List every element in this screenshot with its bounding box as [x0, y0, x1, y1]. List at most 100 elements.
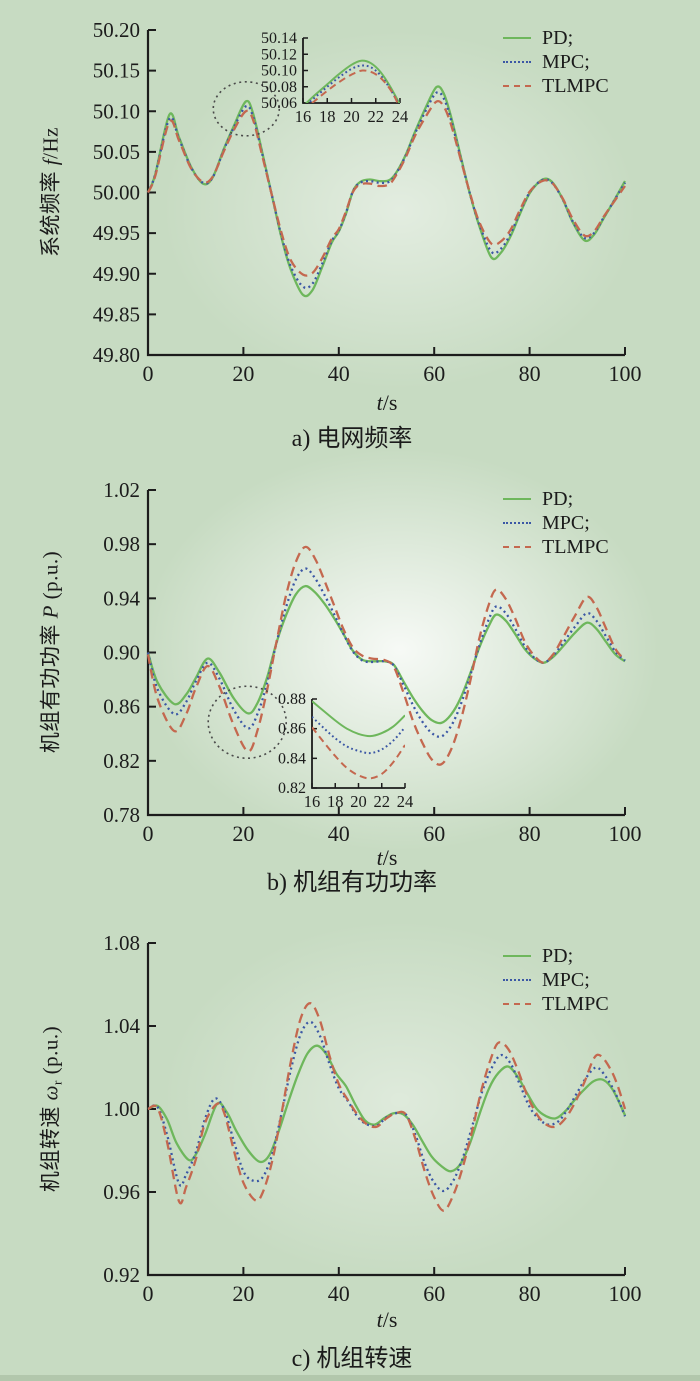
y-tick-label: 50.06 — [261, 95, 297, 112]
x-tick-label: 20 — [232, 821, 254, 846]
x-tick-label: 0 — [143, 361, 154, 386]
x-axis-label-time: t/s — [377, 1307, 398, 1333]
y-tick-label: 0.88 — [278, 691, 306, 708]
y-tick-label: 0.98 — [103, 532, 140, 556]
x-tick-label: 22 — [374, 792, 391, 811]
series-tlmpc — [147, 1002, 627, 1212]
legend-a: PD; MPC; TLMPC — [503, 26, 609, 98]
y-tick-label: 49.90 — [93, 262, 140, 286]
x-tick-label: 100 — [609, 821, 642, 846]
y-tick-label: 50.14 — [261, 30, 297, 47]
legend-item-tlmpc: TLMPC — [503, 535, 609, 559]
y-label-suffix: (p.u.) — [38, 1025, 63, 1081]
legend-label-pd: PD; — [542, 944, 574, 967]
x-tick-label: 18 — [327, 792, 344, 811]
panel-rotor-speed: 1.08 1.04 1.00 0.96 0.92 0 20 40 60 80 100 机组转速 ωr… — [0, 920, 700, 1381]
inset-series-group — [312, 700, 405, 780]
x-tick-label: 100 — [609, 361, 642, 386]
series-pd — [147, 1044, 627, 1173]
y-axis-label-speed: 机组转速 ωr (p.u.) — [35, 1026, 66, 1192]
x-tick-label: 18 — [319, 107, 336, 126]
y-tick-label: 50.10 — [93, 99, 140, 123]
y-tick-label: 50.10 — [261, 63, 297, 80]
y-label-suffix: (p.u.) — [38, 550, 63, 606]
y-tick-label: 1.02 — [103, 478, 140, 502]
inset-series-tlmpc — [310, 69, 399, 103]
x-label-symbol: t — [376, 390, 383, 415]
y-tick-label: 0.78 — [103, 803, 140, 827]
caption-c: c) 机组转速 — [291, 1346, 413, 1372]
y-tick-label: 0.82 — [278, 780, 306, 797]
legend-item-mpc: MPC; — [503, 968, 609, 992]
y-label-symbol: P — [38, 605, 63, 619]
panel-active-power: 1.02 0.98 0.94 0.90 0.86 0.82 0.78 0 20 40 60 80 100… — [0, 460, 700, 920]
legend-label-tlmpc: TLMPC — [542, 535, 609, 558]
legend-label-pd: PD; — [542, 487, 574, 510]
x-tick-label: 16 — [295, 107, 312, 126]
series-pd — [146, 584, 626, 725]
series-group — [146, 85, 626, 298]
chart-c-canvas: 1.08 1.04 1.00 0.96 0.920 20 40 60 80 100 — [103, 931, 642, 1306]
y-tick-label: 0.84 — [278, 750, 306, 767]
x-tick-label: 24 — [392, 107, 409, 126]
x-tick-label: 40 — [328, 821, 350, 846]
zoom-region-circle — [212, 81, 281, 137]
legend-label-mpc: MPC; — [542, 968, 590, 991]
x-tick-label: 16 — [304, 792, 321, 811]
y-axis-label-power: 机组有功功率 P (p.u.) — [35, 551, 66, 753]
x-tick-label: 60 — [423, 1281, 445, 1306]
legend-item-pd: PD; — [503, 944, 609, 968]
series-mpc — [146, 90, 626, 290]
x-label-symbol: t — [376, 1307, 383, 1332]
series-mpc — [147, 1020, 627, 1193]
inset-series-mpc — [312, 716, 405, 755]
x-tick-label: 20 — [232, 1281, 254, 1306]
inset-series-pd — [312, 700, 405, 738]
tlmpc-line-sample — [503, 546, 531, 548]
x-tick-label: 60 — [423, 361, 445, 386]
mpc-line-sample — [503, 522, 531, 524]
y-tick-label: 50.12 — [261, 46, 297, 63]
x-tick-label: 80 — [519, 1281, 541, 1306]
series-tlmpc — [146, 545, 626, 766]
mpc-line-sample — [503, 979, 531, 981]
y-tick-label: 0.94 — [103, 586, 140, 610]
legend-c: PD; MPC; TLMPC — [503, 944, 609, 1016]
series-group — [146, 545, 626, 766]
x-tick-label: 80 — [519, 821, 541, 846]
panel-grid-frequency: 50.20 50.15 50.10 50.05 50.00 49.95 49.90 49.85… — [0, 0, 700, 460]
series-mpc — [146, 567, 626, 738]
inset-series-group — [305, 59, 400, 103]
y-label-prefix: 机组转速 — [38, 1100, 63, 1193]
x-tick-label: 0 — [143, 821, 154, 846]
y-tick-label: 0.92 — [103, 1263, 140, 1287]
legend-item-tlmpc: TLMPC — [503, 992, 609, 1016]
inset-series-pd — [305, 59, 400, 103]
inset-series-tlmpc — [312, 726, 405, 780]
pd-line-sample — [503, 955, 531, 957]
legend-b: PD; MPC; TLMPC — [503, 487, 609, 559]
y-tick-label: 0.96 — [103, 1180, 140, 1204]
y-label-symbol: ω — [38, 1085, 63, 1101]
x-tick-label: 40 — [328, 361, 350, 386]
bottom-edge-shadow — [0, 1375, 700, 1381]
y-tick-label: 1.08 — [103, 931, 140, 955]
series-tlmpc — [146, 99, 626, 277]
y-label-prefix: 系统频率 — [38, 165, 63, 257]
y-tick-label: 49.80 — [93, 343, 140, 367]
y-tick-label: 1.04 — [103, 1014, 140, 1038]
y-tick-label: 0.82 — [103, 749, 140, 773]
legend-label-mpc: MPC; — [542, 511, 590, 534]
tlmpc-line-sample — [503, 1003, 531, 1005]
tlmpc-line-sample — [503, 85, 531, 87]
legend-item-pd: PD; — [503, 26, 609, 50]
x-tick-label: 60 — [423, 821, 445, 846]
x-tick-label: 100 — [609, 1281, 642, 1306]
legend-item-tlmpc: TLMPC — [503, 74, 609, 98]
legend-label-tlmpc: TLMPC — [542, 74, 609, 97]
x-tick-label: 0 — [143, 1281, 154, 1306]
y-tick-label: 50.05 — [93, 140, 140, 164]
y-axis-label-frequency: 系统频率 f/Hz — [35, 127, 66, 257]
y-tick-label: 0.86 — [103, 695, 140, 719]
